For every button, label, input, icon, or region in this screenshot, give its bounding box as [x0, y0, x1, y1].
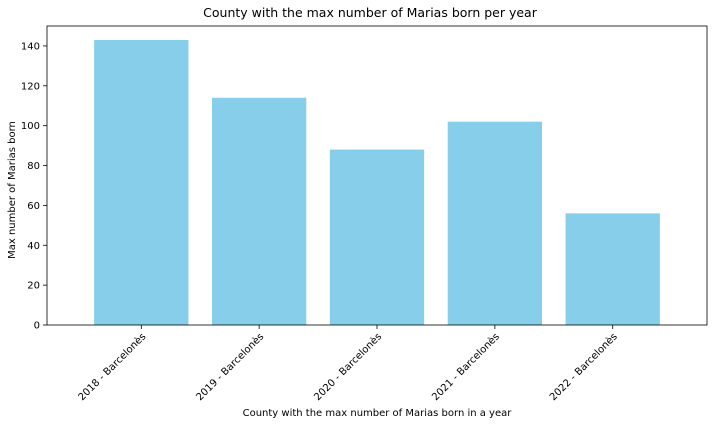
x-axis-label: County with the max number of Marias bor… [243, 408, 513, 419]
y-tick-label: 120 [21, 81, 40, 92]
y-tick-label: 60 [27, 201, 40, 212]
y-axis-label: Max number of Marias born [7, 121, 18, 259]
x-tick-label: 2020 - Barcelonès [312, 331, 385, 404]
y-tick-label: 100 [21, 121, 40, 132]
y-tick-label: 0 [34, 321, 40, 332]
y-tick-label: 40 [27, 241, 40, 252]
bar-3 [329, 149, 425, 325]
x-tick-label: 2019 - Barcelonès [194, 331, 267, 404]
bar-2 [212, 97, 307, 325]
x-tick-label: 2021 - Barcelonès [429, 331, 502, 404]
y-tick-label: 80 [27, 161, 40, 172]
y-tick-label: 140 [21, 41, 40, 52]
y-axis-ticks: 0 20 40 60 80 100 120 140 [21, 41, 47, 332]
bar-1 [94, 39, 189, 325]
plot-frame [46, 25, 708, 326]
x-axis-ticks: 2018 - Barcelonès 2019 - Barcelonès 2020 -… [76, 325, 620, 403]
bar-5 [565, 213, 660, 325]
bars-group [94, 39, 660, 326]
x-tick-label: 2022 - Barcelonès [547, 331, 620, 404]
chart-title: County with the max number of Marias bor… [203, 5, 538, 20]
y-tick-label: 20 [27, 281, 40, 292]
x-tick-label: 2018 - Barcelonès [76, 331, 149, 404]
bar-4 [447, 121, 542, 326]
